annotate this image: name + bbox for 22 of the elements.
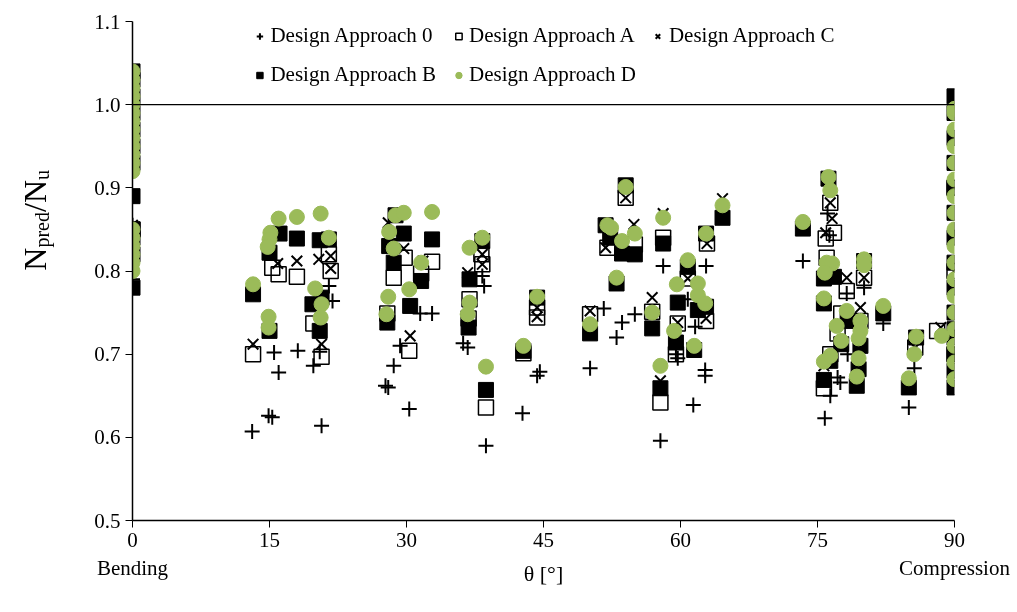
y-tick-label: 0.9: [94, 175, 121, 200]
x-tick-label: 90: [944, 527, 965, 552]
x-tick-label: 45: [533, 527, 554, 552]
x-axis-title: θ [°]: [523, 560, 564, 586]
text: Bending: [96, 555, 169, 580]
y-tick-label: 0.8: [94, 259, 121, 283]
text: Compression: [899, 555, 1011, 580]
y-tick-label: 0.5: [94, 508, 121, 533]
x-tick-label: 0: [127, 527, 138, 552]
x-tick-label: 15: [259, 527, 280, 552]
x-tick-label: 30: [396, 527, 417, 552]
x-tick-label: 60: [670, 527, 691, 552]
x-tick-label: 75: [807, 527, 828, 552]
y-tick-label: 1.1: [94, 9, 121, 34]
y-tick-label: 0.6: [94, 425, 121, 450]
legend-label: Design Approach D: [469, 62, 636, 87]
legend-label: Design Approach C: [668, 23, 835, 48]
legend-label: Design Approach A: [469, 23, 635, 48]
legend-label: Design Approach 0: [270, 23, 433, 48]
legend-label: Design Approach B: [270, 62, 437, 87]
y-tick-label: 1.0: [94, 92, 121, 117]
y-tick-label: 0.7: [94, 342, 121, 367]
